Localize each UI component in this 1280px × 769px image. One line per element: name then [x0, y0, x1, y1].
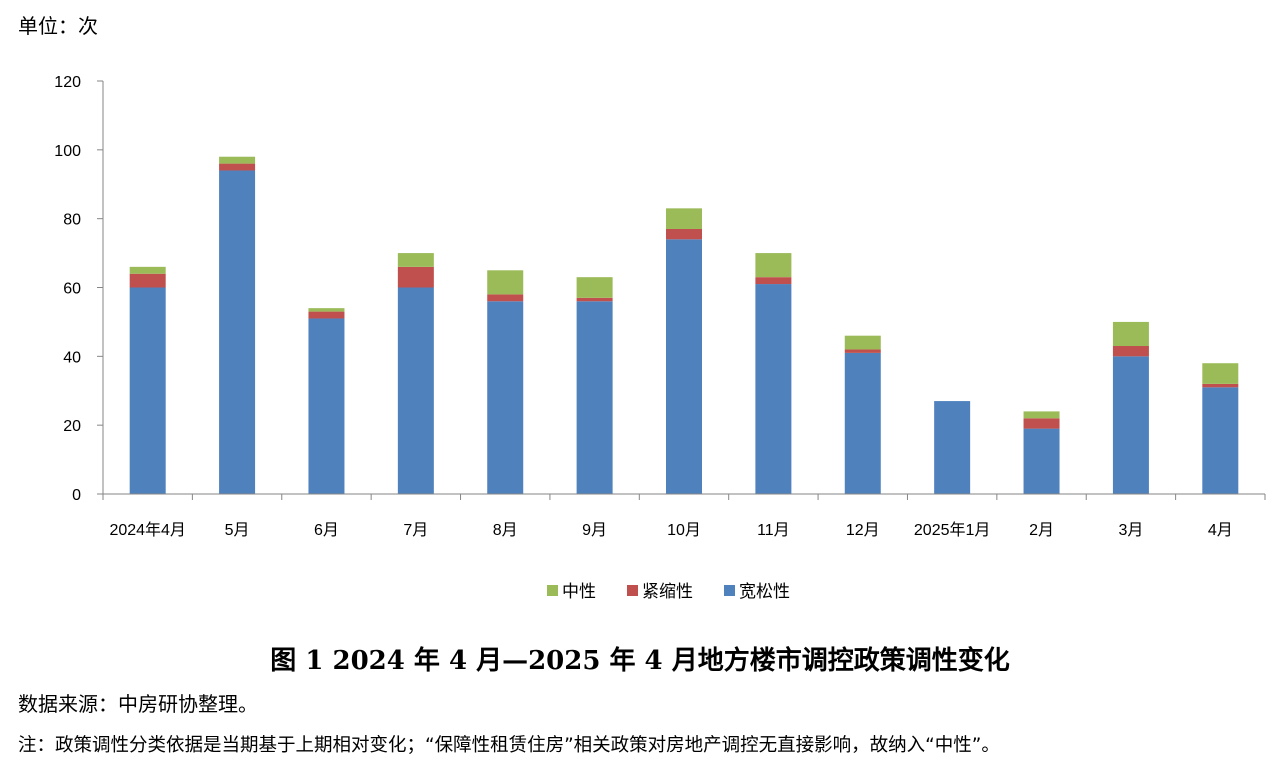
figure-title: 图 1 2024 年 4 月—2025 年 4 月地方楼市调控政策调性变化: [270, 646, 1010, 676]
bar-segment: [487, 270, 524, 295]
bar-segment: [666, 208, 702, 229]
x-tick-label: 3月: [1118, 522, 1143, 539]
bar-segment: [934, 401, 971, 494]
bar-segment: [576, 301, 613, 494]
bar-segment: [666, 239, 702, 494]
bar-segment: [576, 297, 613, 302]
y-tick-label: 100: [54, 143, 81, 160]
bar-segment: [755, 277, 792, 285]
y-axis: 0 20 40 60 80 100 120: [54, 74, 104, 504]
bar-segment: [576, 277, 613, 298]
legend-label: 紧缩性: [642, 582, 693, 602]
x-tick-label: 12月: [846, 522, 880, 539]
unit-label: 单位：次: [18, 14, 98, 38]
x-tick-label: 7月: [403, 522, 428, 539]
bar-segment: [1023, 411, 1060, 419]
y-tick-label: 60: [63, 281, 81, 298]
y-tick-label: 40: [63, 349, 81, 366]
bar-segment: [219, 170, 256, 494]
bar-segment: [1202, 383, 1239, 388]
bar-segment: [1202, 363, 1239, 384]
bar-segment: [308, 318, 345, 494]
bar-segment: [755, 253, 792, 278]
data-source: 数据来源：中房研协整理。: [18, 692, 258, 716]
bar-segment: [755, 284, 792, 494]
x-tick-label: 2024年4月: [109, 521, 186, 539]
bar-segment: [219, 156, 256, 164]
bar-segment: [129, 273, 166, 288]
bars: [129, 156, 1239, 494]
legend-swatch: [547, 585, 558, 596]
stacked-bar-chart: 0 20 40 60 80 100 120 2024年4月 5月 6月 7月 8月 9月 10月 11月 1…: [54, 74, 1266, 602]
bar-segment: [1112, 321, 1149, 347]
y-tick-label: 20: [63, 418, 81, 435]
legend-swatch: [627, 585, 638, 596]
bar-segment: [397, 287, 434, 494]
bar-segment: [1112, 356, 1149, 494]
x-tick-label: 11月: [757, 522, 790, 539]
bar-segment: [1202, 387, 1239, 494]
x-tick-label: 2025年1月: [914, 521, 991, 539]
bar-segment: [308, 311, 345, 319]
x-axis: 2024年4月 5月 6月 7月 8月 9月 10月 11月 12月 2025年1月 2月 3月 4月: [102, 493, 1266, 539]
bar-segment: [487, 301, 524, 494]
x-tick-label: 2月: [1029, 522, 1054, 539]
x-tick-label: 8月: [493, 522, 518, 539]
bar-segment: [397, 253, 434, 267]
x-tick-label: 5月: [225, 522, 250, 539]
bar-segment: [219, 163, 256, 171]
bar-segment: [666, 228, 702, 240]
legend-label: 宽松性: [739, 582, 790, 602]
bar-segment: [129, 266, 166, 274]
bar-segment: [1023, 418, 1060, 429]
bar-segment: [487, 294, 524, 302]
bar-segment: [1112, 346, 1149, 357]
y-tick-label: 80: [63, 212, 81, 229]
bar-segment: [129, 287, 166, 494]
x-tick-label: 6月: [314, 522, 339, 539]
legend: 中性 紧缩性 宽松性: [547, 582, 790, 602]
footnote: 注：政策调性分类依据是当期基于上期相对变化；“保障性租赁住房”相关政策对房地产调…: [18, 735, 1000, 756]
bar-segment: [844, 349, 881, 353]
y-tick-label: 120: [54, 74, 81, 91]
bar-segment: [397, 266, 434, 288]
bar-segment: [1023, 428, 1060, 494]
x-tick-label: 10月: [667, 522, 701, 539]
bar-segment: [844, 352, 881, 494]
bar-segment: [844, 335, 881, 350]
legend-label: 中性: [562, 582, 596, 602]
bar-segment: [308, 308, 345, 312]
y-tick-label: 0: [72, 487, 81, 504]
x-tick-label: 9月: [582, 522, 607, 539]
legend-swatch: [724, 585, 735, 596]
x-tick-label: 4月: [1208, 522, 1233, 539]
